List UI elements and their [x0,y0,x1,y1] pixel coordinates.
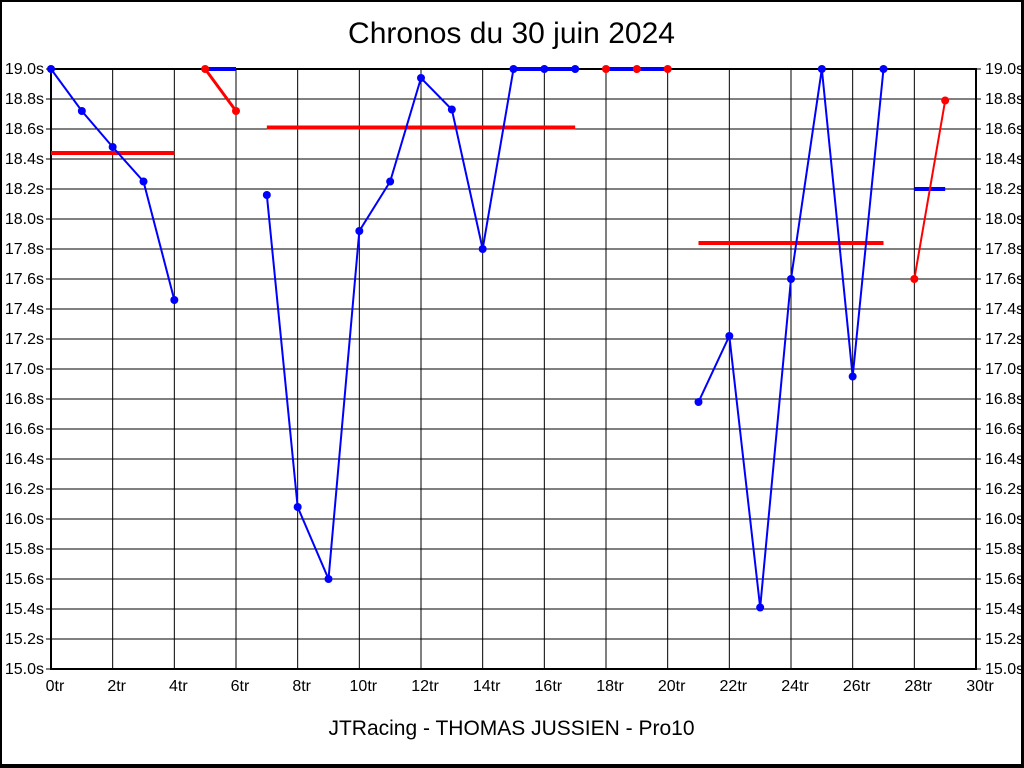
x-axis-label: 4tr [169,678,188,695]
chart-footer: JTRacing - THOMAS JUSSIEN - Pro10 [328,717,695,740]
x-axis-label: 8tr [292,678,311,695]
y-axis-label-right: 18.6s [985,121,1021,138]
y-axis-label-right: 15.0s [985,661,1021,678]
y-axis-label-right: 17.8s [985,241,1021,258]
y-axis-label-left: 15.8s [5,541,44,558]
lap-point-run-3 [324,575,333,583]
lap-point-run-5 [787,275,795,283]
y-axis-label-right: 16.6s [985,421,1021,438]
y-axis-label-left: 16.0s [5,511,44,528]
y-axis-label-left: 18.2s [5,181,44,198]
lap-point-run-3 [509,65,518,73]
y-axis-label-right: 16.0s [985,511,1021,528]
y-axis-label-right: 16.2s [985,481,1021,498]
y-axis-label-right: 18.0s [985,211,1021,228]
x-axis-label: 2tr [107,678,126,695]
y-axis-label-left: 18.6s [5,121,44,138]
x-axis-label: 22tr [720,678,748,695]
x-axis-label: 26tr [843,678,871,695]
lap-point-run-6 [910,275,919,283]
lap-point-run-3 [293,503,302,511]
lap-point-run-2 [201,65,210,73]
lap-point-run-3 [417,74,425,82]
y-axis-label-left: 15.4s [5,601,44,618]
lap-point-run-3 [262,191,271,199]
x-axis-label: 12tr [411,678,439,695]
lap-point-run-2 [232,107,240,115]
y-axis-label-left: 17.2s [5,331,44,348]
chart-title: Chronos du 30 juin 2024 [348,17,675,50]
x-axis-label: 28tr [905,678,933,695]
lap-point-run-3 [386,177,395,186]
y-axis-label-right: 16.8s [985,391,1021,408]
lap-point-run-5 [879,65,888,73]
lap-point-run-5 [725,332,734,340]
lap-point-run-5 [756,603,765,612]
lap-point-run-3 [447,105,456,114]
y-axis-label-right: 15.4s [985,601,1021,618]
x-axis-label: 18tr [596,678,624,695]
lap-point-run-1 [47,65,55,73]
lap-point-run-1 [108,143,117,151]
y-axis-label-left: 17.8s [5,241,44,258]
y-axis-label-right: 17.2s [985,331,1021,348]
lap-line-run-6 [913,100,947,280]
y-axis-label-left: 15.2s [5,631,44,648]
y-axis-label-right: 15.2s [985,631,1021,648]
x-axis-label: 0tr [46,678,65,695]
y-axis-label-right: 16.4s [985,451,1021,468]
y-axis-label-left: 17.4s [5,301,44,318]
y-axis-label-left: 15.0s [5,661,44,678]
x-axis-label: 16tr [535,678,563,695]
y-axis-label-right: 15.8s [985,541,1021,558]
lap-point-run-4 [632,65,641,73]
lap-point-run-5 [817,65,826,73]
y-axis-label-right: 18.4s [985,151,1021,168]
y-axis-label-left: 16.4s [5,451,44,468]
y-axis-label-right: 19.0s [985,61,1021,78]
lap-point-run-5 [694,398,703,406]
y-axis-label-left: 15.6s [5,571,44,588]
y-axis-label-left: 16.8s [5,391,44,408]
lap-line-run-2 [203,68,238,112]
x-axis-label: 6tr [231,678,250,695]
lap-point-run-3 [355,227,364,235]
y-axis-label-right: 17.6s [985,271,1021,288]
y-axis-label-right: 15.6s [985,571,1021,588]
lap-point-run-1 [139,177,148,186]
y-axis-label-left: 17.6s [5,271,44,288]
y-axis-label-right: 18.8s [985,91,1021,108]
lap-point-run-3 [571,65,580,73]
lap-point-run-3 [478,245,487,253]
y-axis-label-left: 18.0s [5,211,44,228]
lap-point-run-1 [170,296,179,304]
lap-point-run-4 [663,65,672,73]
y-axis-label-right: 17.0s [985,361,1021,378]
y-axis-label-left: 19.0s [5,61,44,78]
y-axis-label-right: 17.4s [985,301,1021,318]
x-axis-label: 14tr [473,678,501,695]
x-axis-label: 10tr [350,678,378,695]
lap-point-run-5 [848,372,857,381]
y-axis-label-left: 18.4s [5,151,44,168]
y-axis-label-left: 18.8s [5,91,44,108]
x-axis-label: 24tr [781,678,809,695]
x-axis-label: 30tr [966,678,994,695]
lap-point-run-3 [540,65,549,73]
lap-point-run-4 [602,65,610,73]
x-axis-label: 20tr [658,678,686,695]
lap-point-run-6 [941,96,950,105]
lap-point-run-1 [77,107,86,115]
y-axis-label-left: 16.2s [5,481,44,498]
y-axis-label-left: 17.0s [5,361,44,378]
y-axis-label-left: 16.6s [5,421,44,438]
y-axis-label-right: 18.2s [985,181,1021,198]
